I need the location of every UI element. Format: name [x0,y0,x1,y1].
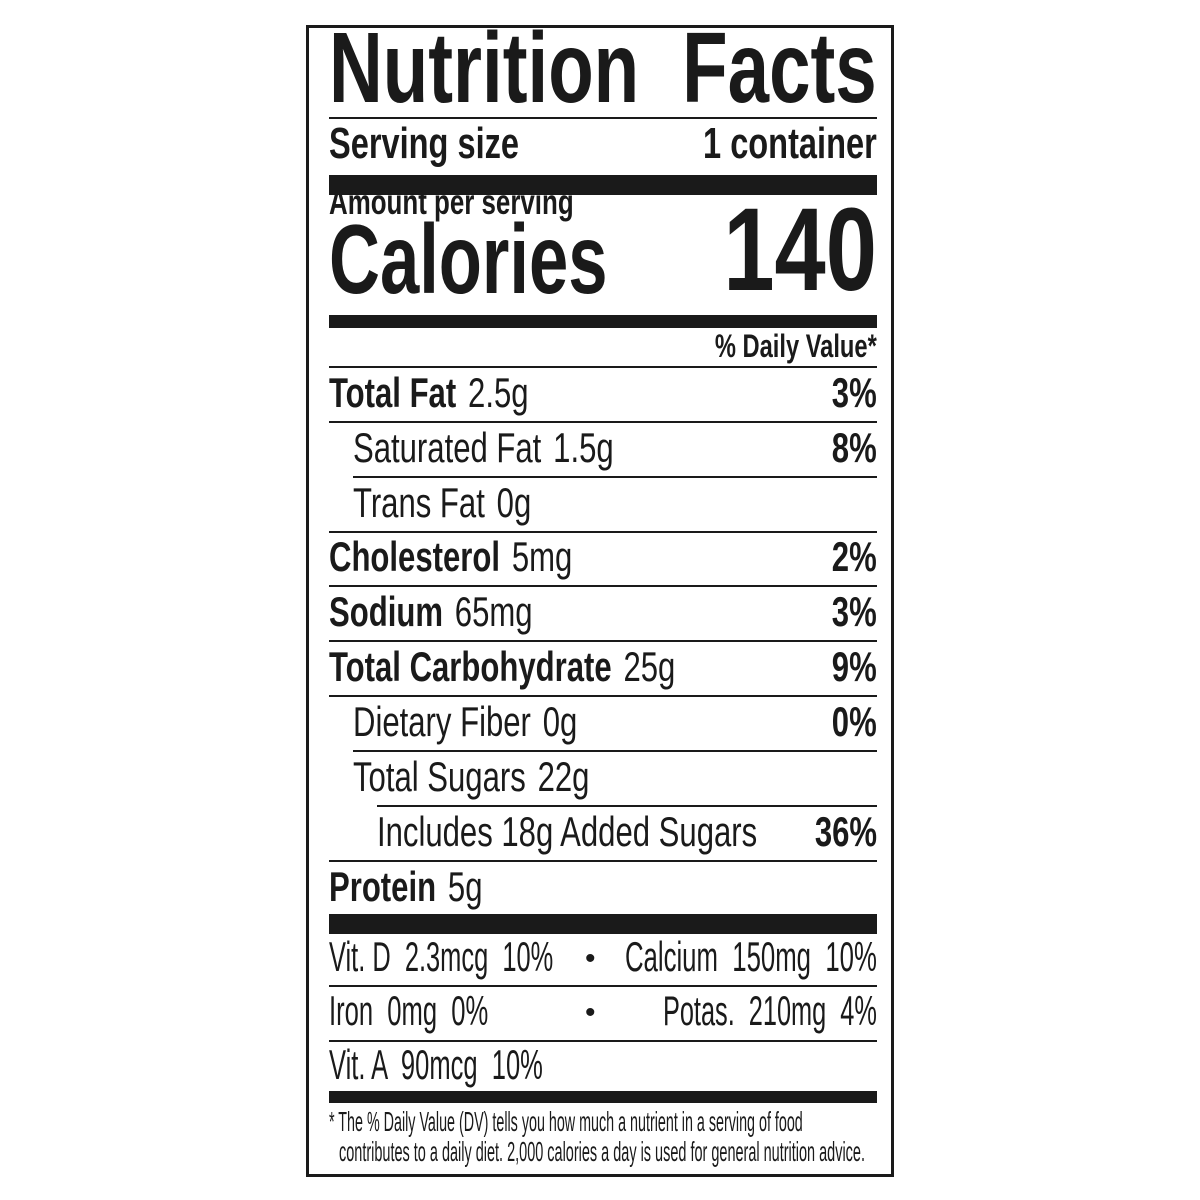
nutrient-label: Dietary Fiber 0g [353,701,577,743]
amount-per-serving-row: Amount per serving [329,183,877,222]
nutrient-name: Saturated Fat [353,424,542,471]
serving-size-row: Serving size 1 container [329,122,877,166]
nutrient-label: Total Carbohydrate 25g [329,646,675,688]
divider [377,805,877,807]
divider [329,531,877,533]
nutrient-daily-value: 3% [832,588,877,635]
nutrient-name: Trans Fat [353,479,485,526]
potassium: Potas. 210mg 4% [663,987,877,1034]
nutrient-name: Protein [329,863,437,910]
nutrient-name: Sodium [329,588,443,635]
mineral-row: Iron 0mg 0% • Potas. 210mg 4% [329,990,877,1036]
nutrient-row: Total Fat 2.5g 3% [329,370,877,420]
nutrient-daily-value: 9% [832,643,877,690]
vitamin-d: Vit. D 2.3mcg 10% [329,933,554,980]
divider [329,985,877,987]
footnote-line-1: * The % Daily Value (DV) tells you how m… [329,1106,803,1137]
nutrient-row: Sodium 65mg 3% [329,589,877,639]
divider [353,750,877,752]
nutrient-label: Total Fat 2.5g [329,372,529,414]
divider [329,585,877,587]
calories-label: Calories [329,204,608,315]
nutrition-facts-label: Nutrition Facts Serving size 1 container… [306,18,894,1177]
divider [329,860,877,862]
nutrient-name: Cholesterol [329,533,500,580]
bullet: • [585,942,596,975]
thick-divider [329,315,877,328]
divider [329,421,877,423]
divider [329,695,877,697]
calcium: Calcium 150mg 10% [625,933,877,980]
thick-divider [329,914,877,934]
nutrient-daily-value: 36% [814,808,877,855]
nutrient-amount: 22g [537,753,590,800]
nutrient-amount: 0g [542,698,578,745]
nutrient-label: Cholesterol 5mg [329,536,572,578]
nutrient-daily-value: 8% [832,424,877,471]
vitamin-a-row: Vit. A 90mcg 10% [329,1044,877,1090]
nutrient-daily-value: 0% [832,698,877,745]
thick-divider [329,1091,877,1103]
nutrient-amount: 2.5g [468,369,529,416]
footnote-line-1-row: * The % Daily Value (DV) tells you how m… [329,1106,877,1136]
nutrient-amount: 25g [623,643,676,690]
nutrient-label: Total Sugars 22g [353,756,589,798]
nutrient-amount: 65mg [454,588,533,635]
footnote-line-2-row: contributes to a daily diet. 2,000 calor… [339,1136,887,1166]
divider [329,366,877,368]
nutrient-row: Total Sugars 22g [329,754,877,804]
nutrient-row: Cholesterol 5mg 2% [329,534,877,584]
daily-value-header: % Daily Value* [715,328,877,364]
serving-size-label: Serving size [329,119,520,168]
bullet: • [585,996,596,1029]
nutrient-row: Total Carbohydrate 25g 9% [329,644,877,694]
nutrient-label: Includes 18g Added Sugars [377,811,769,853]
divider [329,640,877,642]
nutrient-name: Total Fat [329,369,457,416]
nutrient-row: Trans Fat 0g [329,480,877,530]
amount-per-serving-label: Amount per serving [329,183,574,222]
nutrient-amount: 0g [496,479,532,526]
nutrient-label: Protein 5g [329,866,482,908]
divider [353,476,877,478]
nutrient-row: Protein 5g [329,864,877,914]
nutrient-row: Dietary Fiber 0g 0% [329,699,877,749]
nutrient-amount: 5g [447,863,483,910]
calories-value: 140 [723,183,877,316]
vitamin-row: Vit. D 2.3mcg 10% • Calcium 150mg 10% [329,936,877,982]
calories-row: Calories 140 [329,190,877,315]
title-row: Nutrition Facts [329,18,877,118]
nutrient-daily-value: 2% [832,533,877,580]
nutrient-name: Total Sugars [353,753,526,800]
nutrient-label: Saturated Fat 1.5g [353,427,614,469]
thick-divider [329,175,877,195]
nutrient-row: Includes 18g Added Sugars 36% [329,809,877,859]
nutrient-label: Trans Fat 0g [353,482,531,524]
footnote-line-2: contributes to a daily diet. 2,000 calor… [339,1136,865,1167]
nutrient-row: Saturated Fat 1.5g 8% [329,425,877,475]
label-title: Nutrition Facts [329,12,877,124]
divider [329,1040,877,1042]
nutrient-amount: 1.5g [553,424,614,471]
iron: Iron 0mg 0% [329,987,489,1034]
nutrient-amount: 5mg [511,533,573,580]
divider [329,117,877,119]
serving-size-value: 1 container [703,119,877,168]
nutrient-name: Total Carbohydrate [329,643,612,690]
nutrient-name: Dietary Fiber [353,698,531,745]
nutrient-daily-value: 3% [832,369,877,416]
nutrient-name: Includes 18g Added Sugars [377,808,758,855]
daily-value-header-row: % Daily Value* [329,328,877,364]
nutrient-label: Sodium 65mg [329,591,533,633]
vitamin-a: Vit. A 90mcg 10% [329,1041,543,1088]
